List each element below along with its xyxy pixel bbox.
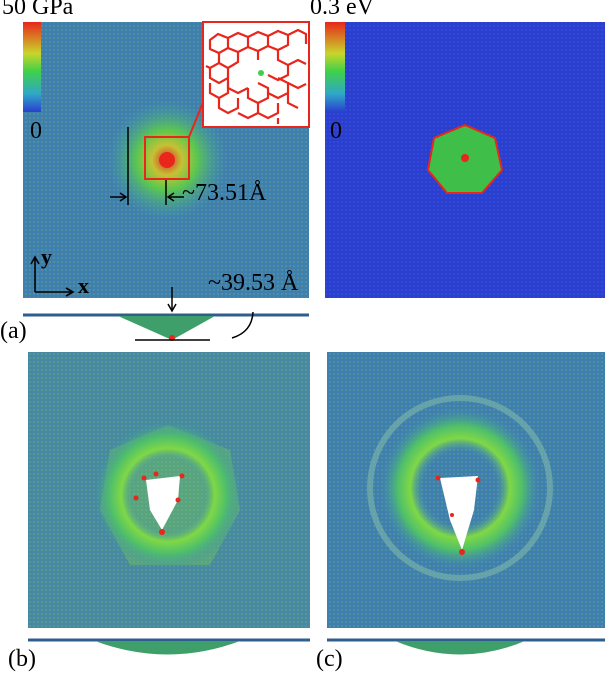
- dimension-width-label: ~73.51Å: [182, 180, 267, 206]
- panel-c-label: (c): [316, 646, 343, 672]
- axis-x-label: x: [78, 273, 89, 298]
- panel-a-profile: [23, 287, 309, 341]
- panel-energy-sheet: [325, 22, 605, 298]
- colorbar-energy: [325, 22, 345, 112]
- axis-y-label: y: [41, 244, 52, 269]
- colorbar-stress: [23, 22, 41, 112]
- colorbar-energy-max: 0.3 eV: [310, 0, 374, 20]
- dimension-lines: [110, 127, 184, 205]
- colorbar-stress-min: 0: [30, 118, 42, 144]
- zoom-inset: [144, 21, 310, 180]
- panel-b-label: (b): [8, 646, 36, 672]
- panel-c-sheet: [327, 352, 605, 655]
- colorbar-energy-min: 0: [330, 118, 342, 144]
- dimension-depth-label: ~39.53 Å: [208, 270, 299, 296]
- axes-indicator: [30, 255, 75, 297]
- panel-a-label: (a): [0, 318, 27, 344]
- panel-b-sheet: [28, 352, 310, 655]
- colorbar-stress-max: 50 GPa: [2, 0, 74, 20]
